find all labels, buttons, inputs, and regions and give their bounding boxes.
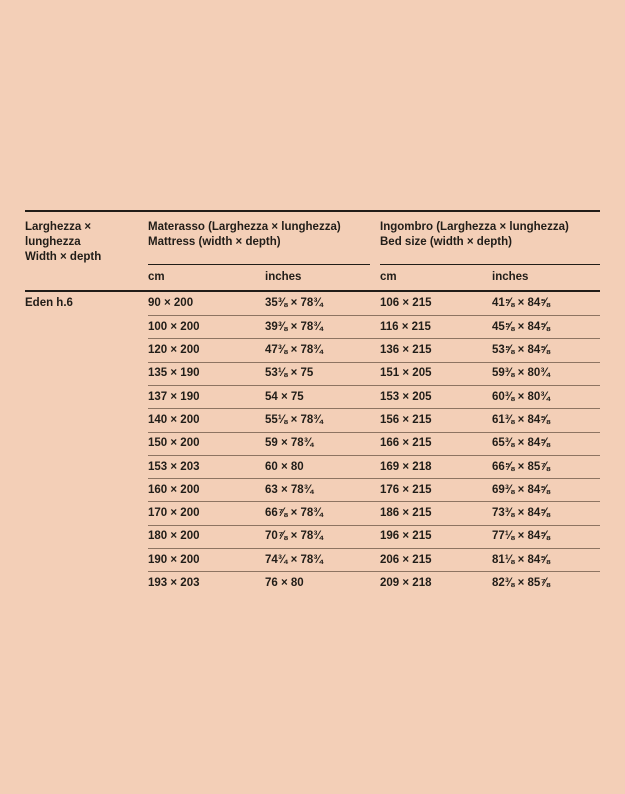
bed-cm-value: 176 × 215	[380, 483, 432, 496]
mattress-cm-value: 90 × 200	[148, 297, 194, 310]
row-label-eden-h6: Eden h.6	[25, 297, 73, 310]
table-row: 170 × 200 66⅞ × 78¾ 186 × 215 73⅜ × 84⅝	[25, 501, 600, 524]
mattress-cm-value: 137 × 190	[148, 390, 200, 403]
bed-cm-value: 166 × 215	[380, 437, 432, 450]
mattress-inches-value: 66⅞ × 78¾	[265, 507, 323, 520]
table-row: 120 × 200 47⅜ × 78¾ 136 × 215 53⅝ × 84⅝	[25, 338, 600, 361]
mattress-inches-value: 76 × 80	[265, 577, 304, 590]
table-row: 160 × 200 63 × 78¾ 176 × 215 69⅜ × 84⅝	[25, 478, 600, 501]
bed-inches-value: 82⅜ × 85⅞	[492, 577, 550, 590]
mattress-inches-value: 63 × 78¾	[265, 483, 314, 496]
bed-inches-value: 81⅛ × 84⅝	[492, 553, 550, 566]
table-row: Eden h.6 90 × 200 35⅜ × 78¾ 106 × 215 41…	[25, 292, 600, 315]
mattress-cm-value: 170 × 200	[148, 507, 200, 520]
bed-inches-value: 66⅝ × 85⅞	[492, 460, 550, 473]
bed-cm-value: 153 × 205	[380, 390, 432, 403]
mattress-inches-value: 39⅜ × 78¾	[265, 320, 323, 333]
subheader-mattress-cm: cm	[148, 270, 165, 283]
bed-inches-value: 53⅝ × 84⅝	[492, 344, 550, 357]
mattress-inches-value: 53⅛ × 75	[265, 367, 314, 380]
mattress-inches-value: 47⅜ × 78¾	[265, 344, 323, 357]
mattress-cm-value: 150 × 200	[148, 437, 200, 450]
bed-inches-value: 60⅜ × 80¾	[492, 390, 550, 403]
bed-cm-value: 196 × 215	[380, 530, 432, 543]
mattress-inches-value: 59 × 78¾	[265, 437, 314, 450]
table-row: 140 × 200 55⅛ × 78¾ 156 × 215 61⅜ × 84⅝	[25, 408, 600, 431]
table-row: 153 × 203 60 × 80 169 × 218 66⅝ × 85⅞	[25, 454, 600, 478]
mattress-cm-value: 120 × 200	[148, 344, 200, 357]
bed-cm-value: 151 × 205	[380, 367, 432, 380]
bed-inches-value: 69⅜ × 84⅝	[492, 483, 550, 496]
bed-cm-value: 106 × 215	[380, 297, 432, 310]
mattress-cm-value: 140 × 200	[148, 413, 200, 426]
size-table: Larghezza × lunghezza Width × depth Mate…	[25, 210, 600, 595]
mattress-cm-value: 153 × 203	[148, 460, 200, 473]
table-row: 100 × 200 39⅜ × 78¾ 116 × 215 45⅝ × 84⅝	[25, 315, 600, 338]
bed-inches-value: 59⅜ × 80¾	[492, 367, 550, 380]
table-row: 180 × 200 70⅞ × 78¾ 196 × 215 77⅛ × 84⅝	[25, 524, 600, 548]
bed-cm-value: 186 × 215	[380, 507, 432, 520]
mattress-inches-value: 74¾ × 78¾	[265, 553, 323, 566]
mattress-cm-value: 180 × 200	[148, 530, 200, 543]
bed-cm-value: 209 × 218	[380, 577, 432, 590]
subheader-bed-inches: inches	[492, 270, 529, 283]
mattress-inches-value: 70⅞ × 78¾	[265, 530, 323, 543]
bed-cm-value: 136 × 215	[380, 344, 432, 357]
group-header-mattress: Materasso (Larghezza × lunghezza) Mattre…	[148, 220, 370, 265]
subheader-bed-cm: cm	[380, 270, 397, 283]
bed-inches-value: 65⅜ × 84⅝	[492, 437, 550, 450]
bed-inches-value: 77⅛ × 84⅝	[492, 530, 550, 543]
mattress-inches-value: 54 × 75	[265, 390, 304, 403]
mattress-cm-value: 160 × 200	[148, 483, 200, 496]
bed-cm-value: 206 × 215	[380, 553, 432, 566]
table-row: 137 × 190 54 × 75 153 × 205 60⅜ × 80¾	[25, 385, 600, 408]
bed-cm-value: 156 × 215	[380, 413, 432, 426]
mattress-inches-value: 60 × 80	[265, 460, 304, 473]
mattress-inches-value: 35⅜ × 78¾	[265, 297, 323, 310]
mattress-cm-value: 135 × 190	[148, 367, 200, 380]
bed-inches-value: 45⅝ × 84⅝	[492, 320, 550, 333]
mattress-cm-value: 100 × 200	[148, 320, 200, 333]
table-row: 193 × 203 76 × 80 209 × 218 82⅜ × 85⅞	[25, 571, 600, 594]
table-subheader-row: cm inches cm inches	[25, 265, 600, 292]
table-row: 150 × 200 59 × 78¾ 166 × 215 65⅜ × 84⅝	[25, 431, 600, 455]
bed-inches-value: 61⅜ × 84⅝	[492, 413, 550, 426]
mattress-inches-value: 55⅛ × 78¾	[265, 413, 323, 426]
table-row: 135 × 190 53⅛ × 75 151 × 205 59⅜ × 80¾	[25, 361, 600, 385]
mattress-cm-value: 193 × 203	[148, 577, 200, 590]
mattress-cm-value: 190 × 200	[148, 553, 200, 566]
group-header-bed-size: Ingombro (Larghezza × lunghezza) Bed siz…	[380, 220, 600, 265]
bed-cm-value: 116 × 215	[380, 320, 431, 333]
bed-inches-value: 41⅝ × 84⅝	[492, 297, 550, 310]
bed-inches-value: 73⅜ × 84⅝	[492, 507, 550, 520]
table-header-row: Larghezza × lunghezza Width × depth Mate…	[25, 212, 600, 265]
bed-cm-value: 169 × 218	[380, 460, 432, 473]
table-row: 190 × 200 74¾ × 78¾ 206 × 215 81⅛ × 84⅝	[25, 548, 600, 571]
column-header-width-depth: Larghezza × lunghezza Width × depth	[25, 221, 102, 263]
subheader-mattress-inches: inches	[265, 270, 302, 283]
subheader-spacer	[25, 271, 148, 283]
